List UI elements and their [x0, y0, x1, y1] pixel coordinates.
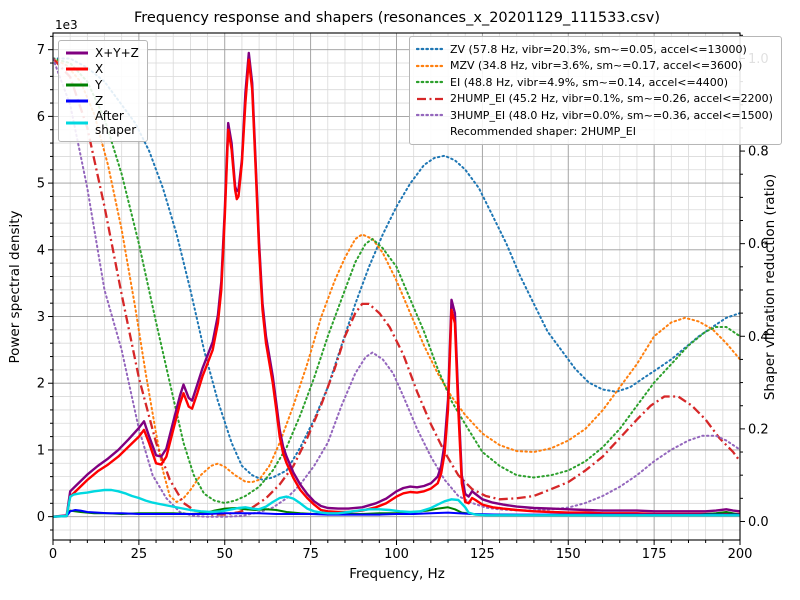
series-zv-line [53, 57, 740, 481]
x-tick-label: 0 [49, 547, 57, 562]
legend-label: MZV (34.8 Hz, vibr=3.6%, sm~=0.17, accel… [450, 59, 743, 73]
legend-label: ZV (57.8 Hz, vibr=20.3%, sm~=0.05, accel… [450, 42, 747, 56]
legend-label: X [95, 62, 104, 76]
y-tick-label-right: 0.8 [748, 145, 769, 160]
legend-entry: 3HUMP_EI (48.0 Hz, vibr=0.0%, sm~=0.36, … [416, 107, 773, 124]
series-3hump_ei-line [53, 57, 740, 518]
y-axis-label-right: Shaper vibration reduction (ratio) [762, 174, 778, 400]
y-tick-label-left: 2 [37, 377, 45, 392]
series-x+y+z-line [53, 51, 740, 518]
y-tick-label-right: 0.2 [748, 422, 769, 437]
y-axis-label-left: Power spectral density [7, 210, 23, 363]
legend-entry: ZV (57.8 Hz, vibr=20.3%, sm~=0.05, accel… [416, 41, 773, 58]
axis-scale-offset: 1e3 [55, 18, 78, 32]
y-tick-label-left: 3 [37, 310, 45, 325]
x-tick-label: 150 [556, 547, 581, 562]
x-tick-label: 100 [384, 547, 409, 562]
y-tick-label-left: 0 [37, 510, 45, 525]
generated-chart-content: 0 25 50 75 100 125 150 175 200 0 1 2 3 4 5 6 7 0.0 0.2 0.4 0… [37, 32, 769, 562]
series-after-shaper-line [53, 488, 740, 518]
series-ei-line [53, 57, 740, 504]
legend-sample-line [66, 121, 88, 125]
tick-labels: 0 25 50 75 100 125 150 175 200 0 1 2 3 4 5 6 7 0.0 0.2 0.4 0… [37, 43, 769, 562]
legend-label: Y [95, 78, 103, 92]
legend-sample-line [416, 48, 444, 51]
legend-sample-line [66, 83, 88, 87]
y-tick-label-right: 0.0 [748, 515, 769, 530]
y-tick-label-left: 4 [37, 243, 45, 258]
legend-sample-line [66, 99, 88, 103]
legend-sample-line [416, 114, 444, 117]
grid-minor [53, 33, 740, 540]
series-2hump_ei-line [53, 57, 740, 516]
legend-entry: Y [65, 77, 139, 93]
plot-border [52, 32, 741, 541]
x-tick-label: 50 [216, 547, 233, 562]
legend-shapers: ZV (57.8 Hz, vibr=20.3%, sm~=0.05, accel… [409, 36, 782, 145]
legend-footer-label: Recommended shaper: 2HUMP_EI [450, 125, 636, 139]
legend-label: 2HUMP_EI (45.2 Hz, vibr=0.1%, sm~=0.26, … [450, 92, 773, 106]
legend-label: X+Y+Z [95, 46, 139, 60]
series-x-line [53, 58, 740, 518]
x-tick-label: 200 [728, 547, 753, 562]
y-tick-label-left: 1 [37, 443, 45, 458]
legend-label: After shaper [95, 109, 137, 137]
x-tick-label: 175 [642, 547, 667, 562]
legend-footer: Recommended shaper: 2HUMP_EI [416, 124, 773, 141]
legend-label: Z [95, 94, 104, 108]
legend-sample-line [417, 97, 443, 100]
legend-entry: 2HUMP_EI (45.2 Hz, vibr=0.1%, sm~=0.26, … [416, 91, 773, 108]
legend-entry: After shaper [65, 109, 139, 137]
legend-entry: Z [65, 93, 139, 109]
x-tick-label: 25 [131, 547, 148, 562]
y-tick-label-left: 6 [37, 110, 45, 125]
legend-sample-line [66, 51, 88, 55]
legend-sample-line [416, 81, 444, 84]
y-tick-label-left: 7 [37, 43, 45, 58]
x-tick-label: 125 [470, 547, 495, 562]
legend-label: EI (48.8 Hz, vibr=4.9%, sm~=0.14, accel<… [450, 75, 728, 89]
legend-entry: EI (48.8 Hz, vibr=4.9%, sm~=0.14, accel<… [416, 74, 773, 91]
x-axis-label: Frequency, Hz [349, 566, 445, 582]
y-tick-label-right: 0.4 [748, 330, 769, 345]
legend-entry: MZV (34.8 Hz, vibr=3.6%, sm~=0.17, accel… [416, 58, 773, 75]
legend-sample-line [66, 67, 88, 71]
legend-entry: X+Y+Z [65, 45, 139, 61]
x-tick-label: 75 [302, 547, 319, 562]
legend-label: 3HUMP_EI (48.0 Hz, vibr=0.0%, sm~=0.36, … [450, 108, 773, 122]
y-tick-label-right: 0.6 [748, 237, 769, 252]
legend-series: X+Y+Z X Y Z After shaper [58, 40, 148, 142]
legend-sample-line [416, 64, 444, 67]
chart-title: Frequency response and shapers (resonanc… [134, 10, 660, 26]
series-mzv-line [53, 57, 740, 503]
y-tick-label-left: 5 [37, 177, 45, 192]
legend-entry: X [65, 61, 139, 77]
